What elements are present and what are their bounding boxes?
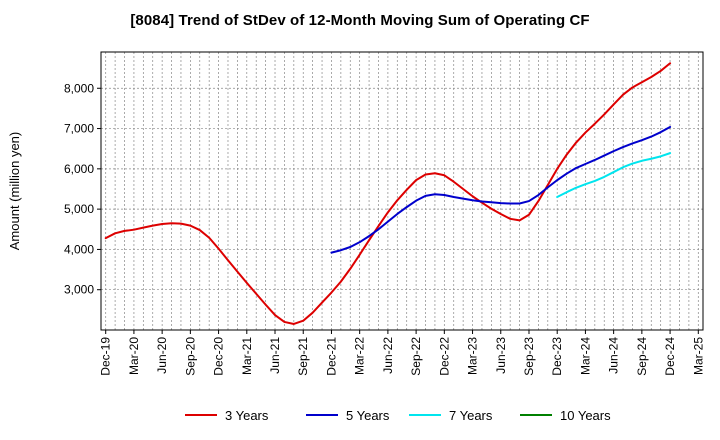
x-tick-label: Jun-20: [155, 337, 169, 374]
legend: 3 Years 5 Years 7 Years 10 Years: [185, 408, 611, 423]
y-tick-label: 5,000: [64, 202, 94, 216]
legend-label: 5 Years: [346, 408, 390, 423]
x-tick-label: Sep-20: [183, 337, 197, 376]
chart-title: [8084] Trend of StDev of 12-Month Moving…: [130, 12, 590, 29]
x-tick-label: Mar-21: [240, 337, 254, 375]
x-tick-label: Mar-20: [127, 337, 141, 375]
series-line-7-years: [556, 152, 672, 199]
x-tick-label: Sep-21: [296, 337, 310, 376]
y-tick-label: 8,000: [64, 81, 94, 95]
x-tick-label: Dec-22: [437, 337, 451, 376]
x-tick-label: Jun-22: [381, 337, 395, 374]
x-tick-label: Jun-23: [494, 337, 508, 374]
series-line-5-years: [330, 125, 672, 254]
x-axis-ticks: Dec-19 Mar-20 Jun-20 Sep-20 Dec-20 Mar-21 Jun-…: [99, 330, 705, 376]
series-lines: [104, 62, 672, 325]
x-tick-label: Sep-24: [635, 337, 649, 376]
y-axis-label: Amount (million yen): [7, 132, 22, 251]
x-tick-label: Dec-24: [663, 337, 677, 376]
y-tick-label: 3,000: [64, 283, 94, 297]
x-tick-label: Sep-22: [409, 337, 423, 376]
y-tick-label: 7,000: [64, 122, 94, 136]
plot-area-background: [101, 52, 703, 330]
x-tick-label: Mar-23: [466, 337, 480, 375]
y-axis-ticks: 3,000 4,000 5,000 6,000 7,000 8,000: [64, 81, 101, 297]
legend-label: 7 Years: [449, 408, 493, 423]
x-tick-label: Dec-20: [212, 337, 226, 376]
y-tick-label: 4,000: [64, 242, 94, 256]
y-tick-label: 6,000: [64, 162, 94, 176]
x-tick-label: Dec-21: [324, 337, 338, 376]
grid-lines: [101, 52, 703, 330]
x-tick-label: Jun-21: [268, 337, 282, 374]
x-tick-label: Dec-23: [550, 337, 564, 376]
x-tick-label: Mar-22: [353, 337, 367, 375]
series-line-3-years: [104, 62, 672, 325]
legend-label: 10 Years: [560, 408, 611, 423]
plot-area-border: [100, 51, 704, 331]
x-tick-label: Mar-25: [691, 337, 705, 375]
x-tick-label: Dec-19: [99, 337, 113, 376]
x-tick-label: Sep-23: [522, 337, 536, 376]
x-tick-label: Jun-24: [607, 337, 621, 374]
legend-label: 3 Years: [225, 408, 269, 423]
x-tick-label: Mar-24: [578, 337, 592, 375]
